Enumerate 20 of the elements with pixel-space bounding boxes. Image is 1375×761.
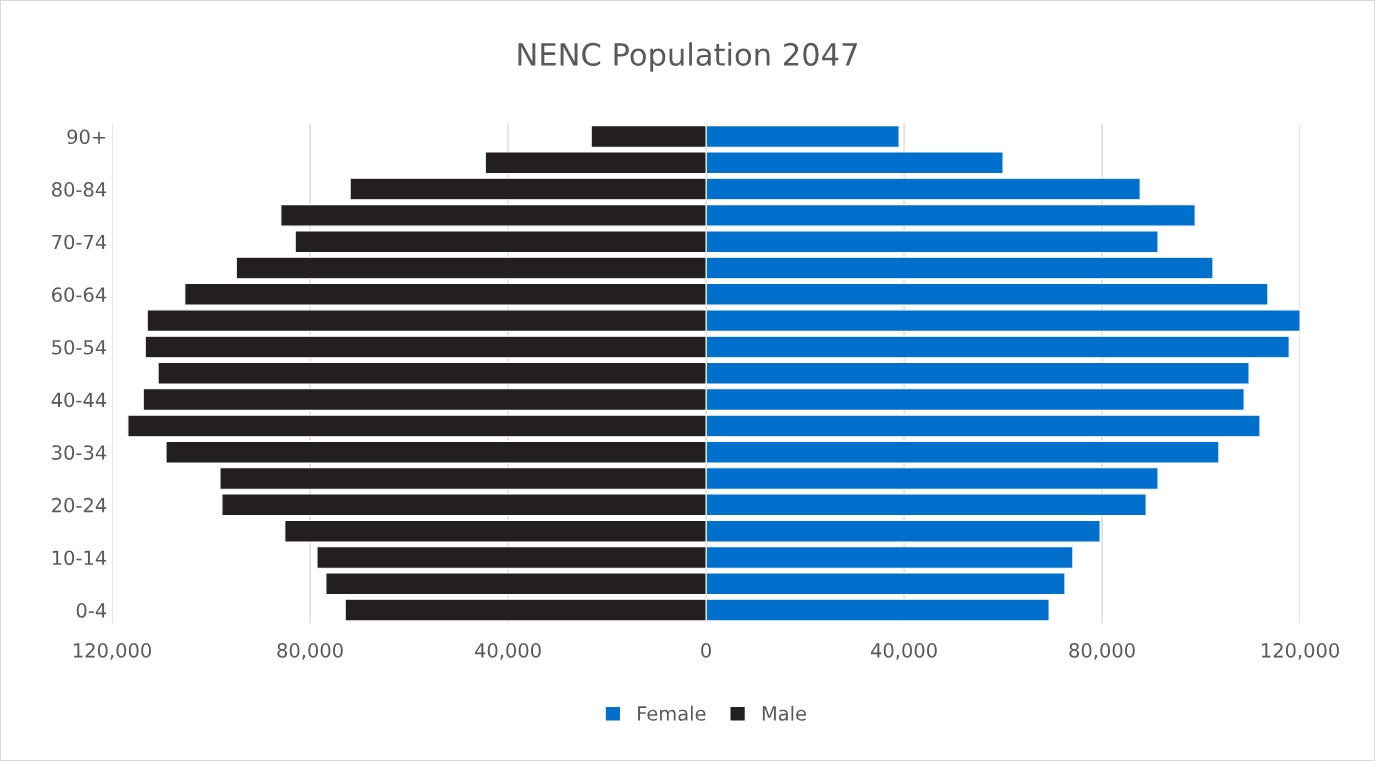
y-tick-label: 80-84 (52, 182, 107, 197)
y-tick-label: 0-4 (76, 603, 107, 618)
x-tick-label: 40,000 (474, 643, 541, 660)
y-tick-label: 90+ (67, 129, 106, 145)
x-tick-label: 120,000 (1261, 643, 1339, 660)
y-tick-label: 30-34 (52, 445, 107, 460)
y-tick-label: 20-24 (52, 497, 107, 513)
x-tick-label: 40,000 (870, 643, 937, 660)
x-tick-label: 120,000 (73, 643, 151, 660)
x-tick-label: 80,000 (277, 643, 343, 660)
y-tick-label: 70-74 (52, 234, 107, 250)
x-tick-label: 0 (701, 643, 711, 658)
legend-label: Male (762, 705, 806, 721)
y-tick-label: 10-14 (52, 550, 107, 566)
y-tick-label: 40-44 (51, 392, 107, 408)
legend-label: Female (638, 705, 706, 721)
y-tick-label: 50-54 (52, 339, 107, 355)
y-tick-label: 60-64 (52, 287, 107, 302)
chart-title: NENC Population 2047 (518, 42, 857, 72)
x-tick-label: 80,000 (1069, 643, 1135, 660)
